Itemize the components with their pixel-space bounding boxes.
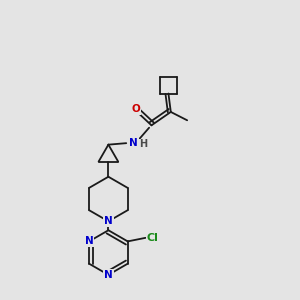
Text: H: H xyxy=(140,139,148,149)
Text: N: N xyxy=(104,270,113,280)
Text: O: O xyxy=(131,104,140,114)
Text: N: N xyxy=(104,216,113,226)
Text: N: N xyxy=(129,138,138,148)
Text: Cl: Cl xyxy=(146,233,158,243)
Text: N: N xyxy=(85,236,94,246)
